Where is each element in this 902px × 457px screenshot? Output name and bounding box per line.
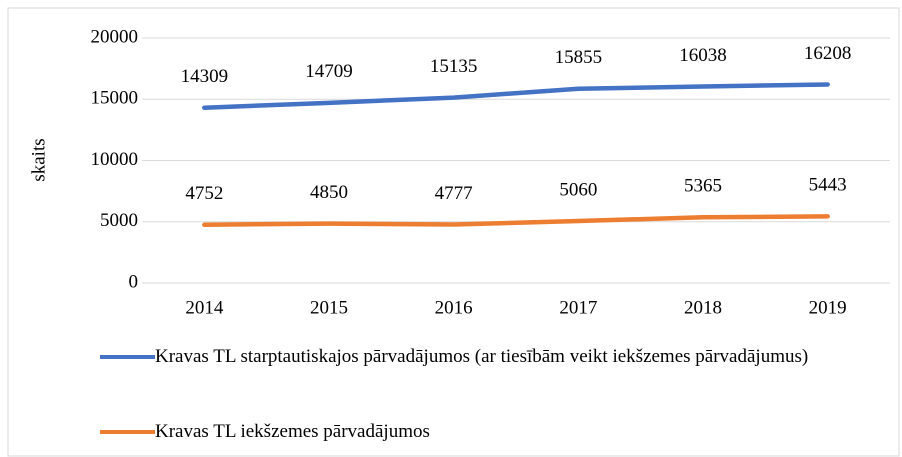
series-line (202, 214, 830, 228)
y-tick-label: 10000 (91, 149, 139, 170)
y-tick-label: 5000 (100, 210, 138, 231)
data-label: 16038 (679, 45, 727, 66)
legend-entry: Kravas TL starptautiskajos pārvadājumos … (100, 345, 860, 369)
x-tick-label: 2017 (559, 297, 597, 318)
frame (7, 7, 900, 457)
x-tick-label: 2018 (684, 297, 722, 318)
series-line (202, 82, 830, 110)
data-label: 5443 (809, 175, 847, 196)
y-axis-label: skaits (28, 138, 49, 181)
y-tick-label: 15000 (91, 88, 139, 109)
legend-entry: Kravas TL iekšzemes pārvadājumos (100, 420, 860, 444)
x-tick-label: 2015 (310, 297, 348, 318)
data-label: 15855 (555, 47, 603, 68)
legend-label: Kravas TL iekšzemes pārvadājumos (155, 421, 430, 442)
legend-label: Kravas TL starptautiskajos pārvadājumos … (155, 346, 809, 367)
x-tick-label: 2014 (185, 297, 224, 318)
x-tick-label: 2019 (809, 297, 847, 318)
legend-swatch (100, 430, 155, 434)
data-label: 4777 (435, 183, 473, 204)
y-tick-label: 0 (129, 271, 139, 292)
data-label: 5060 (559, 179, 597, 200)
data-label: 16208 (804, 43, 852, 64)
data-label: 14309 (181, 66, 229, 87)
data-label: 15135 (430, 56, 478, 77)
data-label: 4752 (185, 183, 223, 204)
data-label: 5365 (684, 176, 722, 197)
data-label: 4850 (310, 182, 348, 203)
x-tick-label: 2016 (435, 297, 473, 318)
legend-swatch (100, 355, 155, 359)
y-tick-label: 20000 (91, 26, 139, 47)
data-label: 14709 (305, 61, 353, 82)
